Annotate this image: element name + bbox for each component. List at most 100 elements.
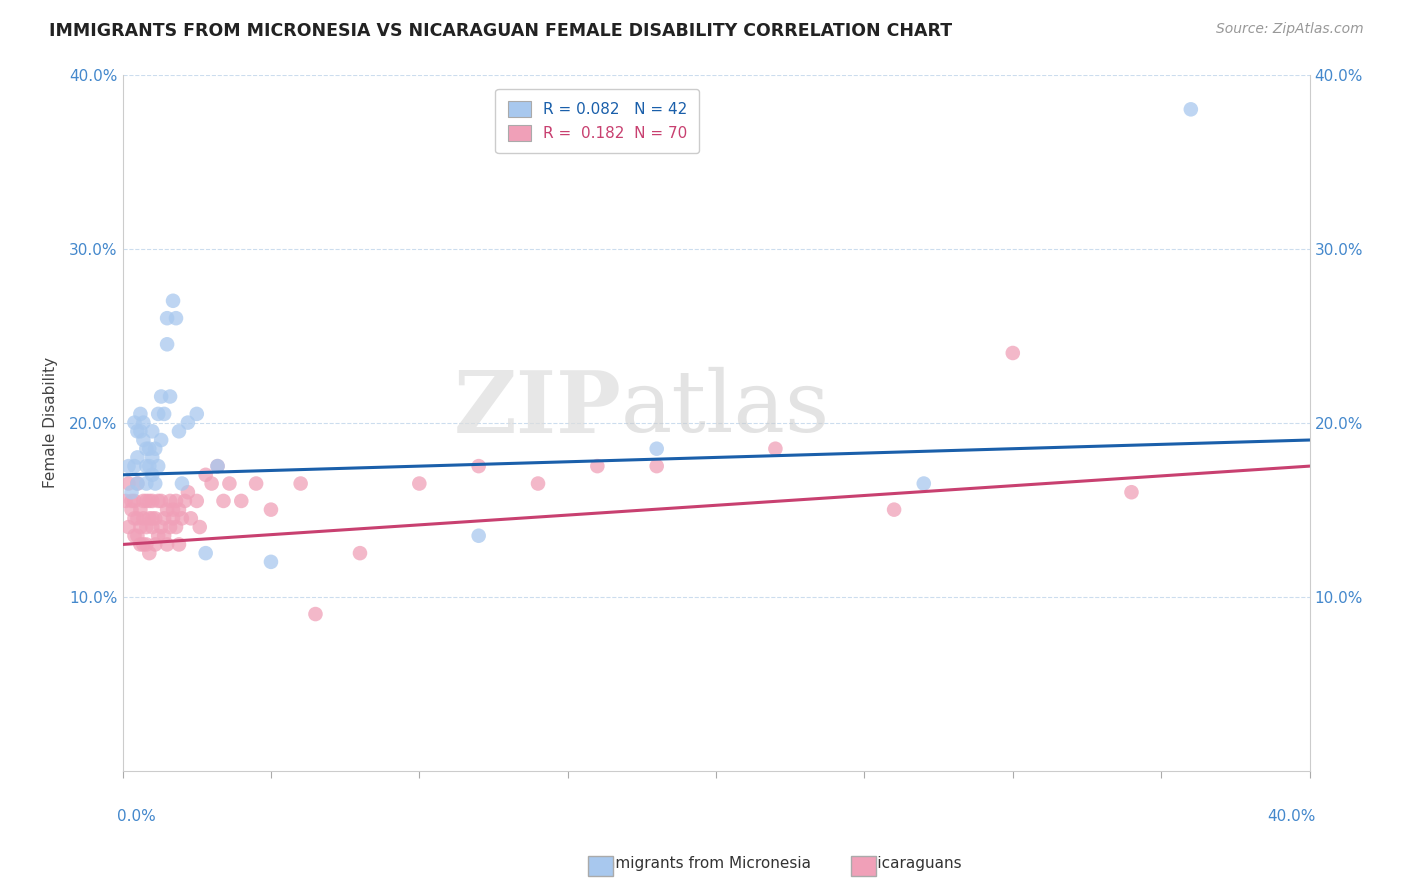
Point (763, 442, 786, 456)
Point (467, 459, 489, 474)
Text: Source: ZipAtlas.com: Source: ZipAtlas.com (1216, 22, 1364, 37)
Point (156, 502, 179, 516)
Point (207, 459, 229, 474)
Text: 0.0%: 0.0% (117, 809, 156, 824)
Text: IMMIGRANTS FROM MICRONESIA VS NICARAGUAN FEMALE DISABILITY CORRELATION CHART: IMMIGRANTS FROM MICRONESIA VS NICARAGUAN… (49, 22, 952, 40)
Point (114, 494, 136, 508)
Point (159, 390, 181, 404)
Y-axis label: Female Disability: Female Disability (44, 357, 58, 488)
Point (135, 476, 157, 491)
Point (121, 502, 143, 516)
Point (135, 520, 157, 534)
Point (408, 476, 430, 491)
Point (124, 459, 146, 474)
Point (245, 476, 267, 491)
Point (150, 494, 173, 508)
Point (349, 546, 371, 560)
Point (143, 537, 166, 551)
Point (167, 537, 190, 551)
Point (162, 293, 184, 308)
Point (129, 425, 152, 439)
Point (148, 494, 170, 508)
Point (218, 476, 240, 491)
Point (165, 494, 187, 508)
Point (143, 511, 166, 525)
Point (141, 520, 163, 534)
Point (162, 511, 184, 525)
Point (138, 511, 160, 525)
Point (260, 555, 283, 569)
Text: Nicaraguans: Nicaraguans (866, 856, 962, 871)
Point (138, 546, 160, 560)
Point (124, 511, 146, 525)
Point (290, 476, 312, 491)
Point (167, 502, 190, 516)
Point (121, 494, 143, 508)
Point (124, 529, 146, 543)
Point (141, 511, 163, 525)
Point (156, 311, 179, 326)
Point (132, 433, 155, 447)
Point (121, 485, 143, 500)
Point (165, 520, 187, 534)
Point (156, 537, 179, 551)
Point (132, 494, 155, 508)
Legend: R = 0.082   N = 42, R =  0.182  N = 70: R = 0.082 N = 42, R = 0.182 N = 70 (495, 89, 699, 153)
Point (141, 425, 163, 439)
Point (127, 511, 149, 525)
Point (645, 442, 668, 456)
Point (150, 433, 173, 447)
Point (170, 511, 193, 525)
Point (117, 459, 139, 474)
Point (132, 537, 155, 551)
Point (159, 494, 181, 508)
Point (143, 442, 166, 456)
Point (177, 416, 200, 430)
Point (1121, 485, 1143, 500)
Point (150, 520, 173, 534)
Text: Immigrants from Micronesia: Immigrants from Micronesia (596, 856, 810, 871)
Point (162, 502, 184, 516)
Point (127, 450, 149, 465)
Point (124, 494, 146, 508)
Point (645, 459, 668, 474)
Point (117, 476, 139, 491)
Point (912, 476, 935, 491)
Point (212, 494, 235, 508)
Point (138, 494, 160, 508)
Point (188, 520, 211, 534)
Point (159, 520, 181, 534)
Point (194, 467, 217, 482)
Point (467, 529, 489, 543)
Point (135, 537, 157, 551)
Point (1001, 346, 1024, 360)
Point (141, 494, 163, 508)
Point (180, 511, 202, 525)
Point (153, 407, 176, 421)
Text: 40.0%: 40.0% (1267, 809, 1316, 824)
Point (143, 476, 166, 491)
Point (135, 442, 157, 456)
Point (135, 494, 157, 508)
Point (127, 425, 149, 439)
Point (167, 425, 190, 439)
Point (153, 529, 176, 543)
Point (186, 494, 208, 508)
Point (527, 476, 550, 491)
Point (129, 407, 152, 421)
Point (883, 502, 905, 516)
Point (138, 459, 160, 474)
Point (165, 311, 187, 326)
Point (138, 442, 160, 456)
Point (132, 511, 155, 525)
Point (141, 467, 163, 482)
Point (148, 529, 170, 543)
Point (141, 450, 163, 465)
Point (186, 407, 208, 421)
Point (150, 390, 173, 404)
Point (177, 485, 200, 500)
Point (129, 537, 152, 551)
Point (231, 494, 253, 508)
Point (153, 511, 176, 525)
Point (129, 502, 152, 516)
